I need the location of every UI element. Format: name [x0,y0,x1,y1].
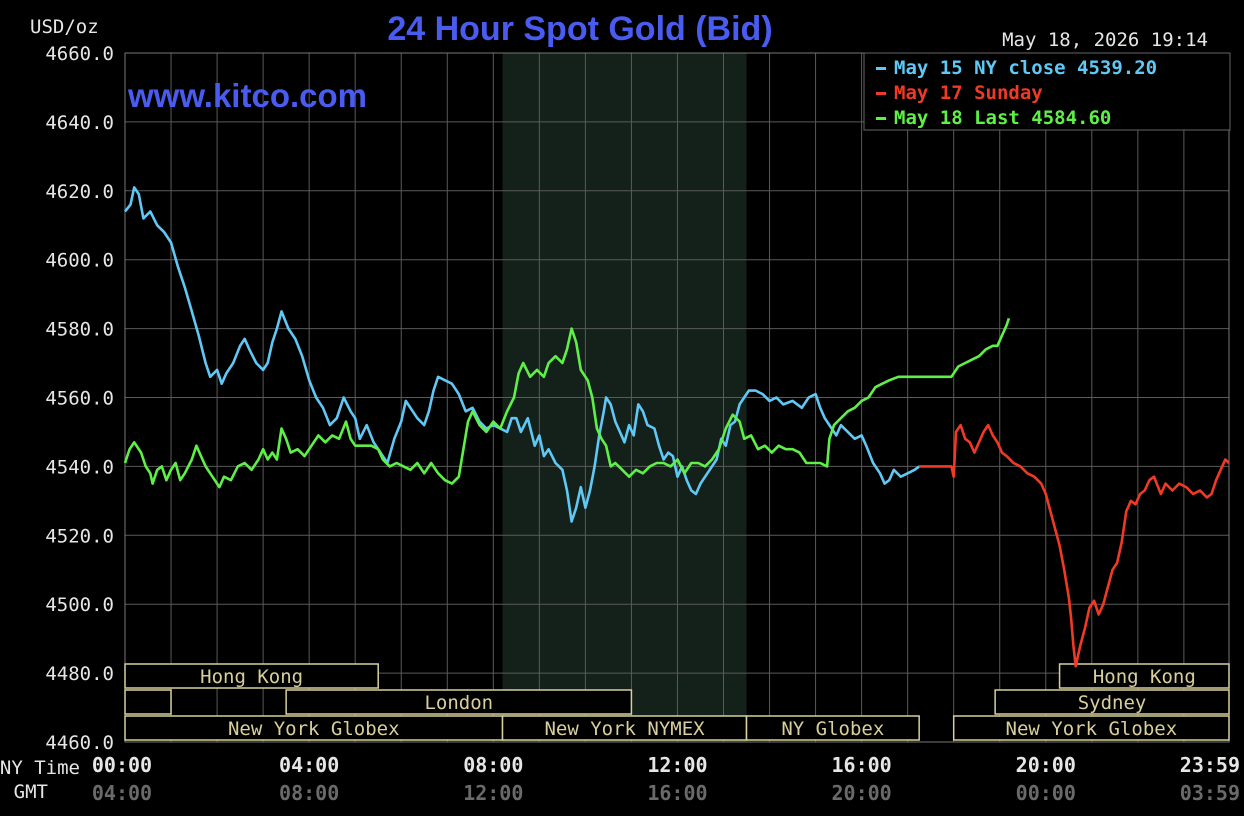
y-tick-label: 4600.0 [45,250,114,272]
x-tick-label-ny: 16:00 [832,753,892,777]
x-tick-label-gmt: 03:59 [1180,781,1240,805]
session-label: NY Globex [781,718,884,740]
watermark-url: www.kitco.com [127,77,367,114]
y-tick-label: 4540.0 [45,456,114,478]
gmt-label: GMT [14,781,48,803]
session-bar [285,689,633,715]
x-tick-label-gmt: 12:00 [463,781,523,805]
legend-swatch [876,67,886,70]
x-tick-label-ny: 00:00 [92,753,152,777]
legend-swatch [876,92,886,95]
plot-frame [124,52,1230,743]
series-line [123,186,920,523]
market-sessions: Hong Kong London New York Globex New York N… [124,663,1230,741]
x-tick-label-ny: 20:00 [1016,753,1076,777]
y-tick-label: 4560.0 [45,388,114,410]
legend-entry: May 18 Last 4584.60 [894,107,1111,129]
y-tick-label: 4500.0 [45,594,114,616]
series-line [123,317,1011,489]
legend-entry: May 15 NY close 4539.20 [894,57,1157,79]
session-bar [124,689,172,715]
ny-time-label: NY Time [0,757,80,779]
x-tick-label-ny: 04:00 [279,753,339,777]
x-tick-label-gmt: 04:00 [92,781,152,805]
session-label: New York Globex [228,718,400,740]
session-bar [952,715,1230,741]
price-series [123,186,1230,668]
x-tick-label-ny: 12:00 [647,753,707,777]
y-tick-label: 4640.0 [45,112,114,134]
session-label: Sydney [1078,692,1147,714]
x-axis-ticks: 00:00 04:00 04:00 08:00 08:00 12:00 12:00 16:00… [92,753,1240,805]
x-tick-label-gmt: 20:00 [832,781,892,805]
x-tick-label-ny: 23:59 [1180,753,1240,777]
x-tick-label-gmt: 08:00 [279,781,339,805]
session-label: New York Globex [1006,718,1178,740]
session-label: London [424,692,493,714]
legend-swatch [876,117,886,120]
y-tick-label: 4520.0 [45,525,114,547]
y-tick-label: 4580.0 [45,319,114,341]
y-axis-unit-label: USD/oz [30,16,99,38]
x-tick-label-gmt: 16:00 [647,781,707,805]
legend: May 15 NY close 4539.20 May 17 Sunday May … [863,52,1231,131]
session-label: Hong Kong [200,666,303,688]
legend-entry: May 17 Sunday [894,82,1043,104]
y-tick-label: 4460.0 [45,732,114,754]
chart-title: 24 Hour Spot Gold (Bid) [387,10,772,48]
session-label: Hong Kong [1093,666,1196,688]
session-bar [1058,663,1230,689]
y-tick-label: 4620.0 [45,181,114,203]
y-axis-ticks: 4660.0 4640.0 4620.0 4600.0 4580.0 4560.0 4540… [45,43,114,754]
session-bar [124,663,379,689]
session-label: New York NYMEX [544,718,705,740]
y-tick-label: 4660.0 [45,43,114,65]
series-line [919,423,1230,668]
session-bar [745,715,920,741]
session-bar [501,715,748,741]
y-tick-label: 4480.0 [45,663,114,685]
timestamp: May 18, 2026 19:14 [1002,29,1208,51]
legend-box [863,52,1231,131]
x-tick-label-gmt: 00:00 [1016,781,1076,805]
session-bar [994,689,1230,715]
x-tick-label-ny: 08:00 [463,753,523,777]
